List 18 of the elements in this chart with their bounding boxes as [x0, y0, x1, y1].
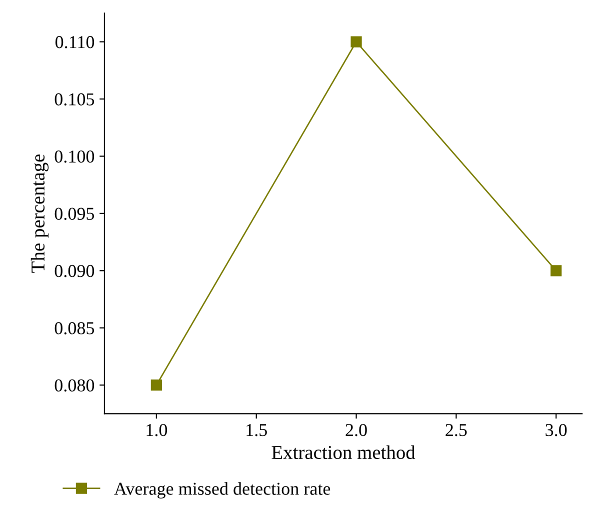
point — [150, 380, 162, 391]
y-tick-label: 0.100 — [54, 150, 94, 163]
x-axis-title: Extraction method — [272, 445, 416, 460]
y-tick-label: 0.090 — [54, 264, 94, 278]
point — [550, 265, 562, 276]
y-axis-title: The percentage — [30, 154, 49, 273]
x-tick-label: 2.5 — [446, 424, 467, 436]
y-tick-label: 0.105 — [54, 93, 94, 106]
y-tick-label: 0.110 — [55, 36, 94, 48]
x-tick-label: 2.0 — [346, 424, 367, 436]
y-tick-label: 0.095 — [54, 208, 94, 220]
y-tick-label: 0.080 — [54, 379, 94, 392]
y-tick-label: 0.085 — [54, 322, 94, 334]
legend-label: Average missed detection rate — [114, 482, 330, 499]
x-tick-label: 1.5 — [246, 424, 267, 436]
point — [350, 36, 362, 48]
x-tick-label: 1.0 — [146, 424, 168, 436]
x-tick-label: 3.0 — [546, 424, 567, 436]
